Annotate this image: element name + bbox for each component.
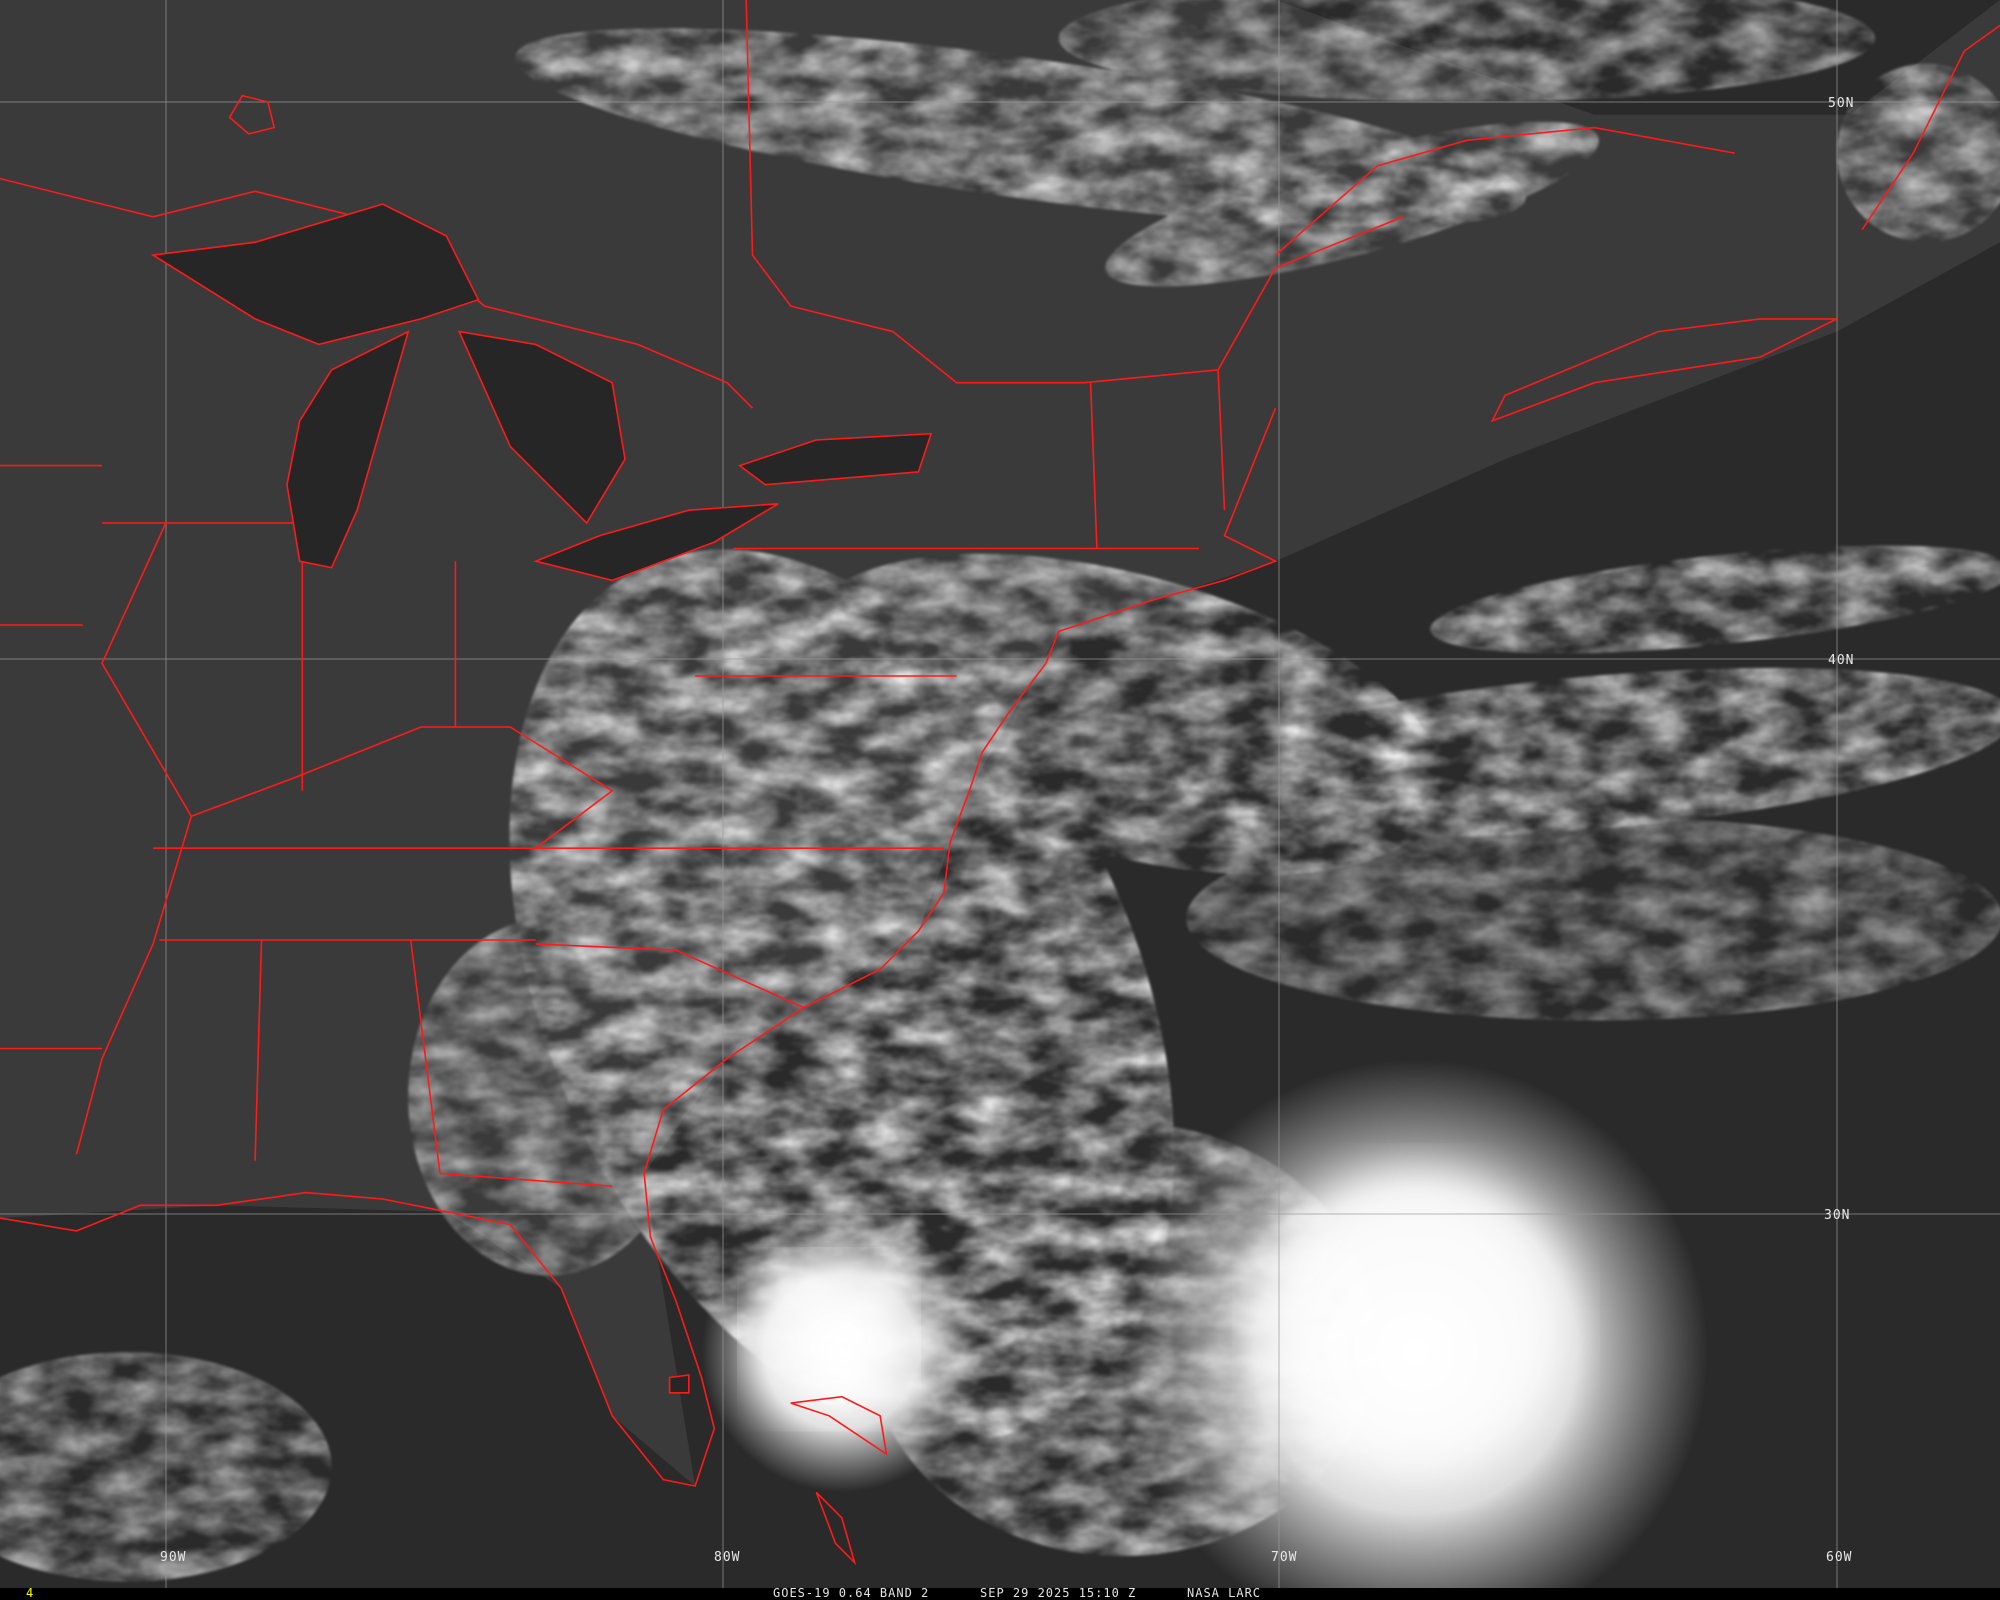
nova-scotia bbox=[1490, 318, 1838, 423]
bahamas bbox=[815, 1491, 857, 1566]
lake-erie bbox=[533, 503, 779, 582]
atlantic-streak bbox=[1430, 545, 2000, 654]
lon-label-70w: 70W bbox=[1271, 1550, 1297, 1565]
georgia-clouds bbox=[408, 918, 689, 1276]
state-line-vt-ny bbox=[1089, 382, 1098, 549]
lon-label-80w: 80W bbox=[714, 1550, 740, 1565]
quebec-clouds bbox=[1105, 121, 1599, 287]
state-line-ms-al bbox=[254, 939, 263, 1161]
atlantic-cloud-band bbox=[1175, 667, 2000, 838]
frame-number: 4 bbox=[26, 1586, 35, 1600]
mississippi-river bbox=[75, 522, 193, 1155]
lat-label-30n: 30N bbox=[1824, 1208, 1850, 1223]
political-boundaries bbox=[0, 0, 2000, 1566]
image-caption-bar: 4 GOES-19 0.64 BAND 2 SEP 29 2025 15:10 … bbox=[0, 1586, 2000, 1600]
storm-core bbox=[752, 1262, 906, 1416]
lake-okeechobee bbox=[668, 1374, 690, 1394]
lake-michigan bbox=[286, 330, 410, 569]
state-line-sc bbox=[535, 943, 804, 1009]
image-source: NASA LARC bbox=[1187, 1586, 1262, 1600]
us-east-coastline bbox=[0, 407, 1278, 1487]
lake-ontario bbox=[738, 432, 933, 486]
lat-label-50n: 50N bbox=[1828, 96, 1854, 111]
state-line-nh bbox=[1217, 369, 1226, 511]
michigan-ontario-area bbox=[228, 94, 276, 135]
lon-label-60w: 60W bbox=[1826, 1550, 1852, 1565]
lon-label-90w: 90W bbox=[160, 1550, 186, 1565]
state-line-fl-ga bbox=[439, 1172, 613, 1187]
lat-label-40n: 40N bbox=[1828, 653, 1854, 668]
cuba bbox=[790, 1395, 888, 1456]
image-datetime: SEP 29 2025 15:10 Z bbox=[980, 1586, 1137, 1600]
storm-group bbox=[701, 1058, 1710, 1600]
labrador-coast bbox=[1861, 24, 2000, 231]
northern-clouds bbox=[1058, 0, 1875, 103]
lake-huron bbox=[457, 330, 626, 525]
state-line-al-ga bbox=[409, 939, 441, 1174]
grid-labels: 50N 40N 30N 90W 80W 70W 60W bbox=[160, 96, 1854, 1565]
state-line-ky bbox=[191, 726, 614, 849]
hurricane-core bbox=[1262, 1173, 1569, 1480]
scattered-atlantic-clouds bbox=[1186, 816, 2000, 1021]
newfoundland-clouds bbox=[1836, 63, 2000, 243]
lake-superior bbox=[150, 203, 480, 346]
satellite-product: GOES-19 0.64 BAND 2 bbox=[773, 1586, 930, 1600]
quebec-coast bbox=[1274, 126, 1735, 256]
canada-border-east bbox=[745, 0, 1404, 384]
